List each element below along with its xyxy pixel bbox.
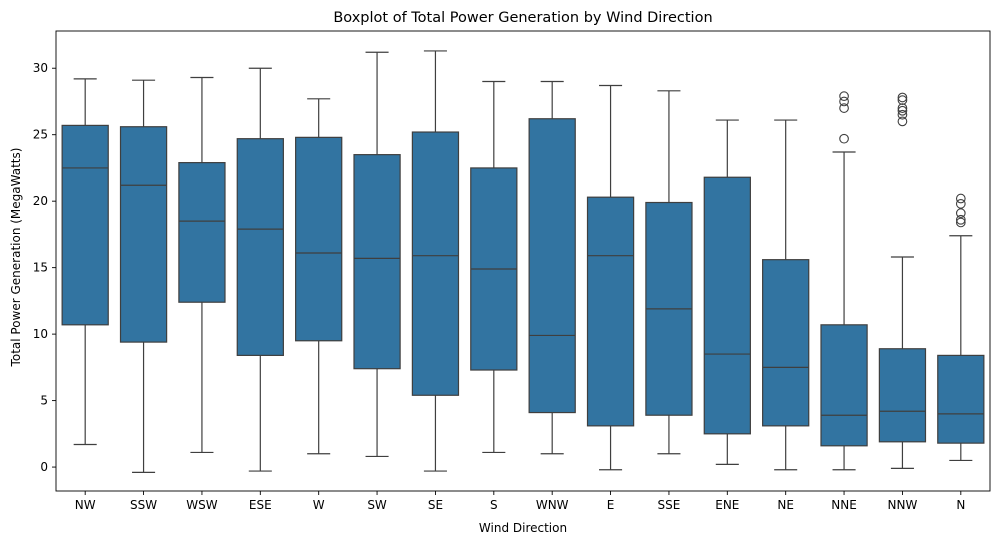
x-tick-label: SSW <box>130 498 157 512</box>
x-tick-label: E <box>607 498 615 512</box>
outlier-point <box>839 133 849 144</box>
outlier-point <box>897 95 908 105</box>
outlier-point <box>839 103 849 113</box>
box-nnw <box>878 348 927 443</box>
x-tick-label: SSE <box>658 498 681 512</box>
outlier-point <box>955 214 966 225</box>
box-nne <box>820 324 868 447</box>
x-tick-label: NW <box>75 498 96 512</box>
x-tick-label: S <box>490 498 498 512</box>
box-wnw <box>528 118 576 414</box>
box-nw <box>61 124 109 326</box>
outlier-point <box>839 96 849 107</box>
y-tick-label: 5 <box>40 394 48 408</box>
plot-frame <box>55 30 991 492</box>
x-tick-label: WSW <box>186 498 217 512</box>
outlier-point <box>955 198 966 209</box>
x-tick-label: NNW <box>888 498 918 512</box>
outlier-point <box>897 92 908 103</box>
box-ssw <box>119 126 168 343</box>
x-axis-label: Wind Direction <box>479 521 567 535</box>
x-tick-label: N <box>956 498 965 512</box>
y-tick-label: 20 <box>33 194 48 208</box>
box-wsw <box>178 162 226 303</box>
box-w <box>295 136 343 342</box>
outlier-point <box>839 91 849 101</box>
box-ene <box>703 176 751 435</box>
outlier-point <box>897 105 908 116</box>
outlier-point <box>897 109 908 120</box>
y-tick-label: 10 <box>33 327 48 341</box>
y-tick-label: 0 <box>40 460 48 474</box>
y-axis-label: Total Power Generation (MegaWatts) <box>9 148 23 368</box>
box-se <box>411 131 460 396</box>
y-tick-label: 15 <box>33 261 48 275</box>
x-tick-label: ENE <box>715 498 739 512</box>
outlier-point <box>955 208 966 218</box>
outlier-point <box>897 103 908 113</box>
x-tick-label: SW <box>367 498 387 512</box>
x-tick-label: SE <box>428 498 443 512</box>
x-tick-label: ESE <box>249 498 272 512</box>
x-tick-label: NNE <box>831 498 857 512</box>
x-tick-label: WNW <box>536 498 569 512</box>
chart-title: Boxplot of Total Power Generation by Win… <box>333 10 712 26</box>
outlier-point <box>897 116 908 127</box>
x-tick-label: W <box>313 498 325 512</box>
box-e <box>586 196 635 427</box>
x-tick-label: NE <box>777 498 794 512</box>
box-ese <box>236 138 284 356</box>
box-n <box>937 354 985 444</box>
outlier-point <box>955 217 966 228</box>
outlier-point <box>955 193 966 204</box>
y-tick-label: 30 <box>33 61 48 75</box>
box-sw <box>353 154 401 370</box>
box-ne <box>762 259 810 427</box>
y-tick-label: 25 <box>33 128 48 142</box>
